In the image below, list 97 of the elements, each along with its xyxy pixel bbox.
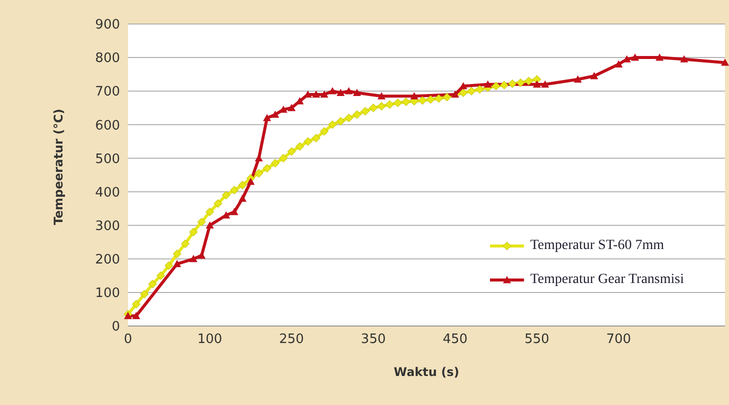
point bbox=[524, 76, 533, 86]
point bbox=[336, 88, 345, 96]
point bbox=[262, 164, 272, 173]
point bbox=[140, 290, 149, 298]
point bbox=[156, 271, 165, 280]
point bbox=[352, 110, 362, 119]
y-tick-label: 400 bbox=[95, 185, 120, 200]
point bbox=[402, 98, 410, 106]
point bbox=[214, 199, 222, 208]
legend-label: Temperatur ST-60 7mm bbox=[530, 237, 664, 255]
point bbox=[246, 178, 255, 185]
point bbox=[442, 92, 452, 102]
point bbox=[385, 100, 394, 109]
point bbox=[198, 252, 206, 259]
y-axis-title: Tempeeratur (°C) bbox=[51, 108, 66, 225]
point bbox=[304, 137, 312, 146]
point bbox=[254, 169, 264, 178]
point bbox=[532, 80, 541, 88]
x-tick-label: 100 bbox=[197, 332, 222, 348]
point bbox=[320, 127, 329, 136]
point bbox=[271, 110, 280, 118]
point bbox=[426, 95, 435, 104]
point bbox=[344, 114, 354, 122]
point bbox=[132, 312, 140, 320]
point bbox=[287, 147, 296, 156]
point bbox=[238, 194, 246, 202]
y-tick-label: 600 bbox=[95, 118, 120, 134]
y-tick-label: 0 bbox=[112, 320, 120, 335]
point bbox=[279, 154, 288, 162]
point bbox=[206, 221, 214, 229]
x-axis-title: Waktu (s) bbox=[394, 365, 460, 379]
point bbox=[451, 90, 460, 98]
x-tick-label: 250 bbox=[279, 332, 304, 348]
point bbox=[590, 72, 598, 80]
point bbox=[614, 60, 623, 68]
x-tick-label: 0 bbox=[124, 332, 132, 348]
point bbox=[328, 87, 336, 94]
y-tick-label: 900 bbox=[95, 18, 120, 33]
point bbox=[500, 80, 508, 90]
point bbox=[377, 102, 386, 110]
point bbox=[295, 142, 304, 151]
point bbox=[541, 80, 550, 88]
y-tick-label: 300 bbox=[95, 218, 120, 234]
point bbox=[288, 104, 296, 112]
point bbox=[656, 54, 664, 61]
point bbox=[320, 90, 328, 98]
point bbox=[360, 106, 370, 116]
point bbox=[238, 180, 247, 190]
point bbox=[467, 86, 476, 96]
point bbox=[132, 300, 140, 308]
point bbox=[344, 87, 353, 94]
point bbox=[369, 104, 378, 112]
point bbox=[336, 117, 345, 126]
point bbox=[434, 94, 444, 103]
point bbox=[148, 280, 157, 288]
point bbox=[189, 228, 198, 236]
point bbox=[172, 250, 182, 258]
point bbox=[418, 96, 427, 105]
point bbox=[189, 254, 198, 262]
point bbox=[394, 98, 402, 108]
x-tick-label: 550 bbox=[524, 332, 550, 348]
point bbox=[680, 55, 688, 62]
y-tick-label: 100 bbox=[95, 286, 120, 302]
y-tick-label: 700 bbox=[95, 84, 120, 100]
point bbox=[270, 159, 280, 168]
point bbox=[721, 58, 729, 66]
point bbox=[516, 78, 525, 87]
point bbox=[378, 92, 386, 100]
legend-label: Temperatur Gear Transmisi bbox=[530, 271, 684, 289]
x-tick-label: 350 bbox=[360, 332, 386, 348]
point bbox=[312, 134, 320, 142]
point bbox=[410, 92, 418, 100]
x-tick-label: 450 bbox=[442, 332, 468, 348]
point bbox=[475, 85, 484, 94]
point bbox=[508, 79, 517, 88]
point bbox=[312, 90, 320, 98]
point bbox=[173, 260, 182, 268]
point bbox=[459, 82, 468, 90]
y-tick-label: 200 bbox=[95, 252, 120, 268]
point bbox=[484, 80, 492, 88]
point bbox=[631, 54, 640, 61]
point bbox=[574, 75, 582, 83]
x-tick-label: 700 bbox=[606, 332, 632, 348]
point bbox=[459, 88, 468, 98]
point bbox=[328, 120, 337, 129]
point bbox=[230, 186, 239, 194]
point bbox=[197, 218, 206, 226]
point bbox=[263, 114, 272, 122]
y-tick-label: 500 bbox=[95, 152, 120, 167]
point bbox=[180, 240, 190, 248]
point bbox=[222, 190, 230, 200]
point bbox=[352, 88, 361, 96]
point bbox=[164, 261, 174, 270]
y-tick-label: 800 bbox=[95, 51, 120, 66]
point bbox=[206, 208, 214, 216]
point bbox=[492, 82, 500, 90]
point bbox=[230, 208, 238, 216]
